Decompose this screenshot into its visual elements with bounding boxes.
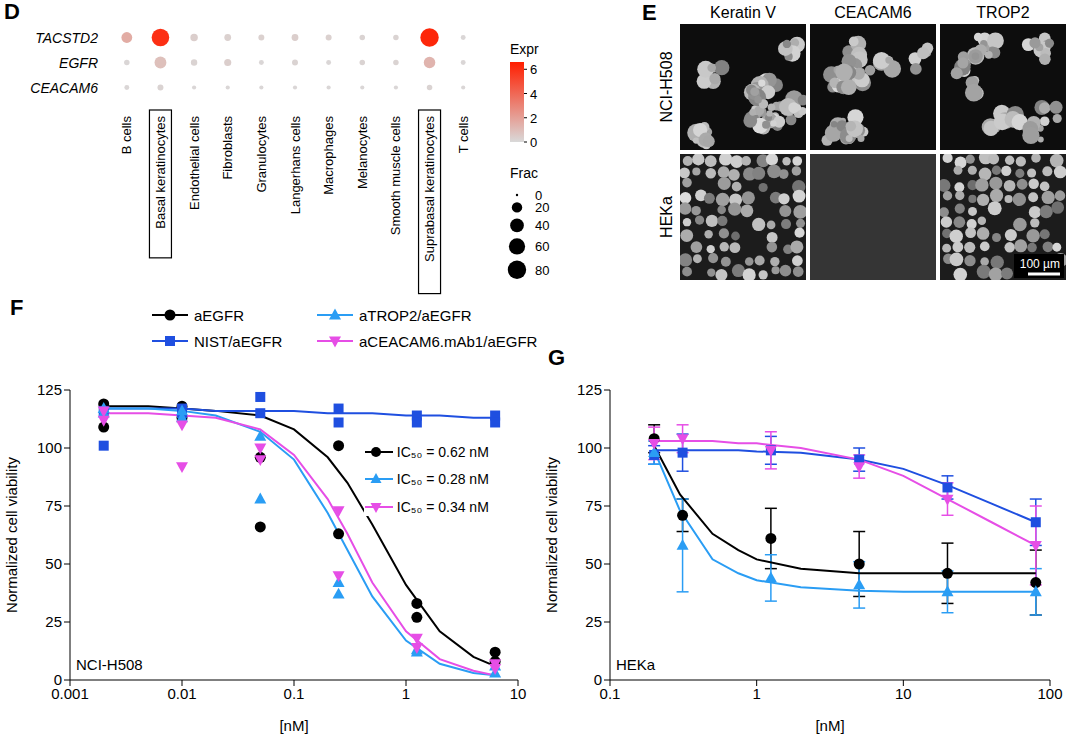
- html-text:aCEACAM6.mAb1/aEGFR: aCEACAM6.mAb1/aEGFR: [359, 332, 538, 350]
- svg-text:125: 125: [577, 381, 602, 398]
- svg-text:Endothelial cells: Endothelial cells: [187, 116, 202, 210]
- html-text:NIST/aEGFR: NIST/aEGFR: [194, 332, 283, 350]
- svg-text:25: 25: [585, 613, 602, 630]
- svg-text:Normalized cell viability: Normalized cell viability: [543, 457, 560, 613]
- svg-text:100: 100: [1037, 685, 1062, 702]
- html-text:NCI-H508: NCI-H508: [76, 656, 143, 673]
- html-text:aEGFR: aEGFR: [194, 306, 244, 324]
- svg-text:EGFR: EGFR: [59, 55, 98, 71]
- svg-text:40: 40: [535, 218, 549, 233]
- svg-text:Granulocytes: Granulocytes: [254, 116, 269, 193]
- svg-text:100: 100: [577, 439, 602, 456]
- svg-text:0.01: 0.01: [167, 685, 196, 702]
- svg-text:0.1: 0.1: [600, 685, 621, 702]
- svg-text:0: 0: [535, 188, 543, 203]
- svg-text:50: 50: [45, 555, 62, 572]
- svg-text:25: 25: [45, 613, 62, 630]
- svg-text:E: E: [642, 0, 657, 25]
- svg-text:0.001: 0.001: [51, 684, 89, 702]
- svg-text:CEACAM6: CEACAM6: [30, 80, 98, 96]
- svg-text:80: 80: [535, 263, 549, 278]
- svg-text:Fibroblasts: Fibroblasts: [220, 116, 235, 180]
- html-text:G: G: [548, 345, 566, 370]
- svg-text:Macrophages: Macrophages: [321, 116, 336, 195]
- html-text:D: D: [4, 0, 20, 24]
- svg-text:6: 6: [530, 62, 537, 77]
- svg-text:NCI-H508: NCI-H508: [658, 51, 675, 122]
- svg-text:Langerhans cells: Langerhans cells: [288, 116, 303, 215]
- svg-text:0: 0: [54, 671, 62, 688]
- svg-text:75: 75: [585, 497, 602, 514]
- svg-text:TACSTD2: TACSTD2: [35, 30, 98, 46]
- svg-text:[nM]: [nM]: [279, 717, 308, 734]
- svg-text:TROP2: TROP2: [976, 4, 1029, 21]
- svg-text:Normalized cell viability: Normalized cell viability: [3, 457, 20, 613]
- svg-text:Expr: Expr: [510, 41, 539, 57]
- html-text:IC₅₀ = 0.34 nM: IC₅₀ = 0.34 nM: [396, 499, 489, 516]
- svg-text:1: 1: [752, 685, 760, 702]
- svg-text:Melanocytes: Melanocytes: [355, 116, 370, 189]
- svg-text:B cells: B cells: [119, 116, 134, 155]
- svg-text:10: 10: [895, 685, 912, 702]
- svg-text:60: 60: [535, 239, 549, 254]
- svg-text:10: 10: [510, 685, 527, 702]
- svg-text:CEACAM6: CEACAM6: [834, 4, 911, 21]
- svg-text:0: 0: [530, 135, 537, 150]
- svg-text:100 µm: 100 µm: [1020, 257, 1060, 271]
- svg-text:75: 75: [45, 497, 62, 514]
- svg-text:Suprabasal keratinocytes: Suprabasal keratinocytes: [422, 116, 437, 262]
- svg-text:1: 1: [402, 685, 410, 702]
- svg-text:50: 50: [585, 555, 602, 572]
- svg-text:T cells: T cells: [456, 116, 471, 154]
- html-text:IC₅₀ = 0.62 nM: IC₅₀ = 0.62 nM: [396, 443, 489, 460]
- svg-text:Frac: Frac: [510, 165, 538, 181]
- svg-text:[nM]: [nM]: [815, 717, 844, 734]
- html-text:aTROP2/aEGFR: aTROP2/aEGFR: [359, 306, 472, 324]
- svg-text:2: 2: [530, 111, 537, 126]
- svg-text:20: 20: [535, 200, 549, 215]
- html-text:F: F: [10, 295, 24, 320]
- html-text:IC₅₀ = 0.28 nM: IC₅₀ = 0.28 nM: [396, 471, 489, 488]
- svg-text:125: 125: [37, 381, 62, 398]
- svg-text:Keratin V: Keratin V: [710, 4, 776, 21]
- svg-text:0.1: 0.1: [284, 685, 305, 702]
- svg-text:4: 4: [530, 87, 537, 102]
- svg-text:HEKa: HEKa: [658, 196, 675, 238]
- svg-text:0: 0: [594, 671, 602, 688]
- svg-text:100: 100: [37, 439, 62, 456]
- svg-text:Basal keratinocytes: Basal keratinocytes: [153, 116, 168, 229]
- svg-text:Smooth muscle cells: Smooth muscle cells: [388, 116, 403, 236]
- html-text:HEKa: HEKa: [616, 656, 656, 673]
